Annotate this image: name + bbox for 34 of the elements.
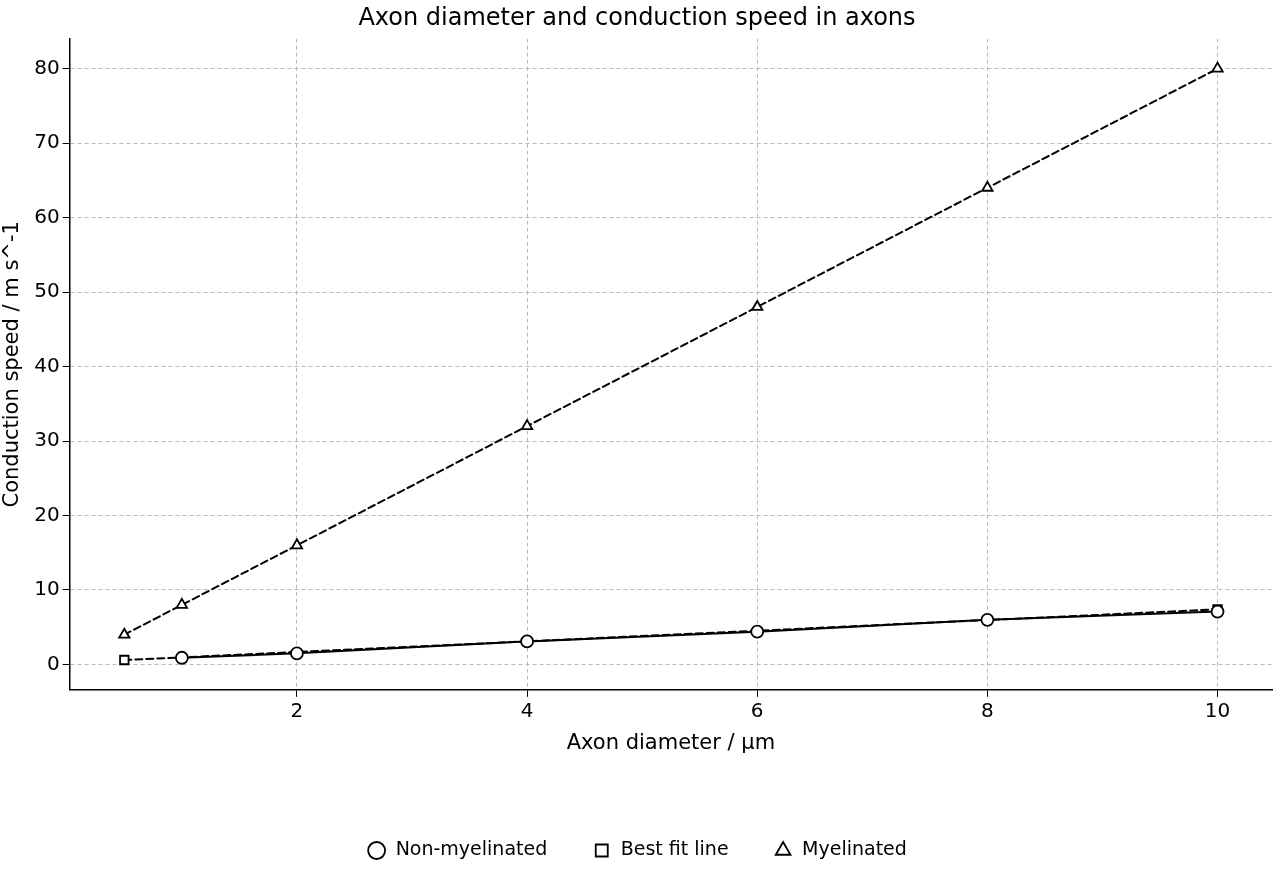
point <box>174 650 189 665</box>
chart-title: Axon diameter and conduction speed in axons <box>358 2 916 31</box>
x-tick-label: 4 <box>520 698 534 722</box>
point <box>118 627 131 639</box>
x-tick-label: 10 <box>1204 698 1231 722</box>
x-tick-label: 6 <box>750 698 764 722</box>
point <box>751 300 764 311</box>
x-axis-title: Axon diameter / µm <box>566 729 776 754</box>
y-tick-label: 40 <box>34 352 60 377</box>
legend-label: Non-myelinated <box>395 837 548 860</box>
legend-label: Best fit line <box>620 837 729 860</box>
point <box>119 654 130 666</box>
point <box>981 180 994 192</box>
point <box>175 597 188 609</box>
legend-label: Myelinated <box>802 837 907 860</box>
point <box>290 646 304 661</box>
x-tick-label: 2 <box>290 698 304 722</box>
point <box>750 624 765 639</box>
y-tick-label: 70 <box>34 129 60 154</box>
y-tick-label: 0 <box>46 650 60 675</box>
y-tick-label: 60 <box>34 203 60 228</box>
point <box>980 612 995 627</box>
point <box>1211 61 1224 73</box>
y-tick-label: 50 <box>34 278 60 303</box>
y-tick-label: 80 <box>34 54 60 79</box>
y-tick-label: 30 <box>34 427 60 452</box>
point <box>520 419 534 431</box>
point <box>1210 604 1225 619</box>
y-axis-title: Conduction speed / m s^-1 <box>0 221 24 508</box>
y-tick-label: 10 <box>34 576 60 601</box>
point <box>520 634 534 649</box>
y-tick-label: 20 <box>34 501 60 526</box>
point <box>290 538 304 550</box>
x-tick-label: 8 <box>981 698 994 722</box>
